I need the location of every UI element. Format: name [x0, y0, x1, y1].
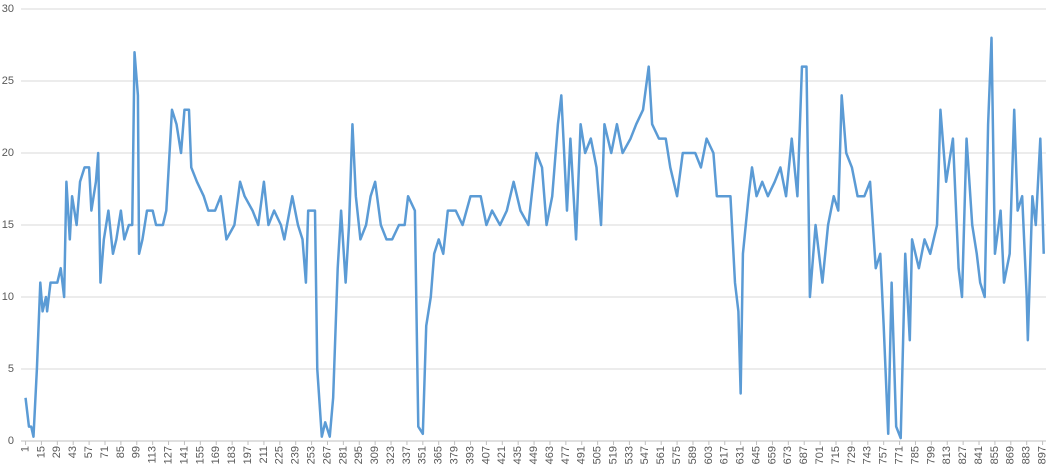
x-tick-label: 785 — [909, 446, 921, 464]
x-tick-label: 827 — [957, 446, 969, 464]
y-tick-label: 30 — [2, 3, 14, 15]
x-tick-label: 813 — [941, 446, 953, 464]
y-tick-label: 0 — [8, 435, 14, 447]
y-tick-label: 10 — [2, 291, 14, 303]
x-tick-label: 435 — [512, 446, 524, 464]
x-tick-label: 379 — [449, 446, 461, 464]
x-tick-label: 43 — [67, 446, 79, 458]
x-tick-label: 169 — [210, 446, 222, 464]
y-tick-label: 25 — [2, 75, 14, 87]
x-tick-label: 561 — [655, 446, 667, 464]
x-tick-label: 519 — [607, 446, 619, 464]
x-tick-label: 155 — [194, 446, 206, 464]
x-tick-label: 127 — [162, 446, 174, 464]
x-tick-label: 617 — [719, 446, 731, 464]
x-tick-label: 491 — [576, 446, 588, 464]
x-tick-label: 463 — [544, 446, 556, 464]
x-tick-label: 267 — [321, 446, 333, 464]
x-tick-label: 253 — [305, 446, 317, 464]
x-tick-label: 449 — [528, 446, 540, 464]
x-tick-label: 533 — [623, 446, 635, 464]
x-tick-label: 225 — [274, 446, 286, 464]
x-tick-label: 757 — [878, 446, 890, 464]
x-tick-label: 57 — [83, 446, 95, 458]
y-tick-label: 20 — [2, 147, 14, 159]
x-tick-label: 281 — [337, 446, 349, 464]
x-tick-label: 113 — [147, 446, 159, 464]
x-tick-label: 687 — [798, 446, 810, 464]
x-tick-label: 897 — [1037, 446, 1049, 464]
x-tick-label: 743 — [862, 446, 874, 464]
x-tick-label: 771 — [893, 446, 905, 464]
x-tick-label: 421 — [496, 446, 508, 464]
x-tick-label: 197 — [242, 446, 254, 464]
x-tick-label: 29 — [51, 446, 63, 458]
x-tick-label: 799 — [925, 446, 937, 464]
x-tick-label: 855 — [989, 446, 1001, 464]
y-tick-label: 15 — [2, 219, 14, 231]
y-tick-label: 5 — [8, 363, 14, 375]
x-tick-label: 575 — [671, 446, 683, 464]
x-tick-label: 659 — [766, 446, 778, 464]
x-tick-label: 351 — [417, 446, 429, 464]
x-tick-label: 183 — [226, 446, 238, 464]
x-tick-label: 239 — [290, 446, 302, 464]
x-tick-label: 211 — [258, 446, 270, 464]
x-tick-label: 673 — [782, 446, 794, 464]
x-tick-label: 477 — [560, 446, 572, 464]
x-tick-label: 85 — [115, 446, 127, 458]
x-tick-label: 645 — [750, 446, 762, 464]
x-tick-label: 365 — [433, 446, 445, 464]
x-tick-label: 883 — [1021, 446, 1033, 464]
x-tick-label: 99 — [131, 446, 143, 458]
x-tick-label: 1 — [19, 446, 31, 452]
x-tick-label: 505 — [592, 446, 604, 464]
x-tick-label: 603 — [703, 446, 715, 464]
x-tick-label: 729 — [846, 446, 858, 464]
data-line — [24, 36, 1045, 440]
x-tick-label: 309 — [369, 446, 381, 464]
x-tick-label: 15 — [35, 446, 47, 458]
x-tick-label: 631 — [735, 446, 747, 464]
x-tick-label: 869 — [1005, 446, 1017, 464]
x-tick-label: 701 — [814, 446, 826, 464]
x-tick-label: 715 — [830, 446, 842, 464]
x-tick-label: 841 — [973, 446, 985, 464]
x-tick-label: 407 — [480, 446, 492, 464]
x-tick-label: 295 — [353, 446, 365, 464]
x-tick-label: 323 — [385, 446, 397, 464]
x-tick-label: 547 — [639, 446, 651, 464]
x-tick-label: 337 — [401, 446, 413, 464]
x-tick-label: 71 — [99, 446, 111, 458]
x-tick-label: 393 — [464, 446, 476, 464]
x-tick-label: 141 — [178, 446, 190, 464]
x-tick-label: 589 — [687, 446, 699, 464]
